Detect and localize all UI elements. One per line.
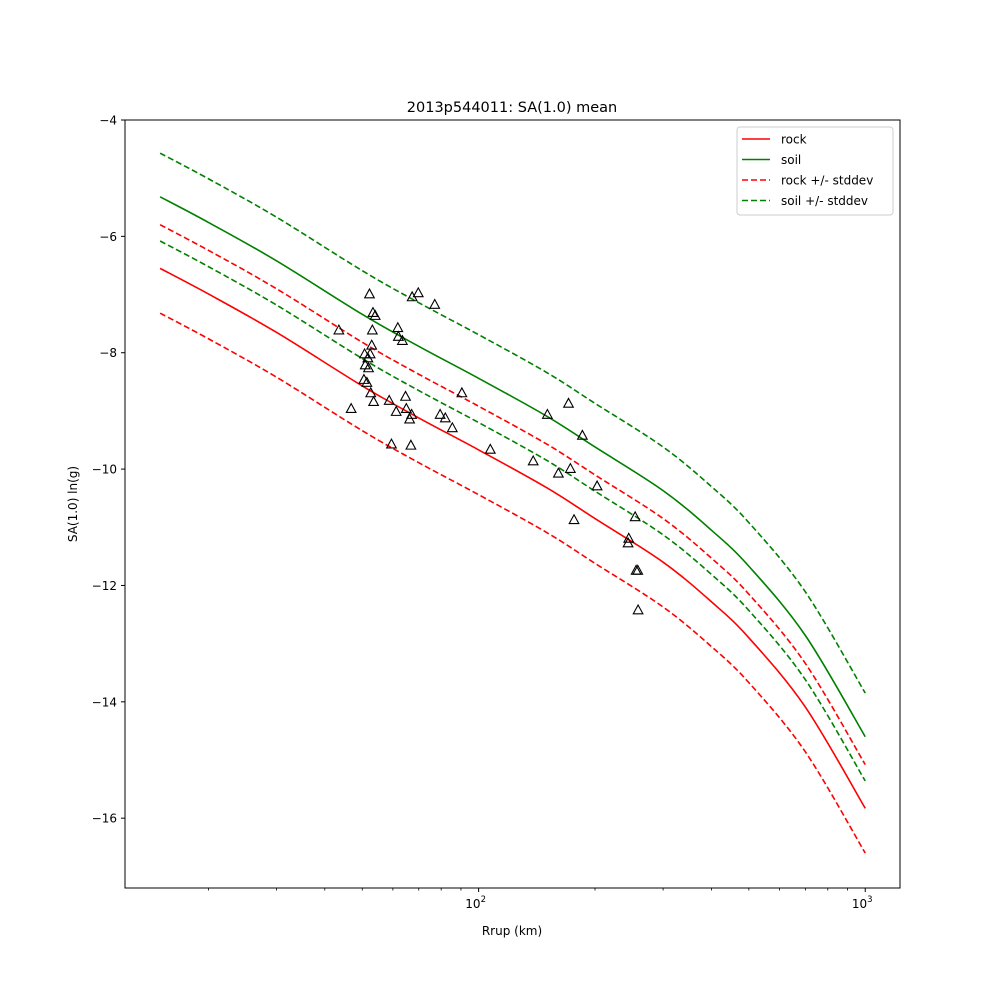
- y-tick-label: −4: [99, 114, 117, 128]
- observation-marker: [541, 408, 554, 419]
- y-tick-label: −12: [92, 579, 117, 593]
- observation-marker: [367, 395, 380, 407]
- observation-marker: [365, 339, 378, 350]
- observation-marker: [363, 287, 376, 299]
- observation-marker: [405, 408, 418, 419]
- y-tick-label: −6: [99, 230, 117, 244]
- observation-marker: [369, 309, 381, 320]
- y-tick-label: −14: [92, 695, 117, 709]
- observation-marker: [333, 323, 345, 335]
- y-axis-label: SA(1.0) ln(g): [66, 466, 80, 542]
- observation-marker: [361, 376, 373, 387]
- observation-marker: [385, 438, 398, 449]
- observation-marker: [434, 408, 446, 419]
- series-line-3: [159, 312, 866, 854]
- legend-label: soil: [781, 153, 801, 167]
- series-line-0: [159, 267, 866, 809]
- observation-marker: [576, 429, 589, 440]
- observation-marker: [568, 513, 580, 525]
- observation-marker: [364, 347, 376, 359]
- observation-marker: [632, 603, 644, 615]
- observation-marker: [527, 454, 539, 466]
- observation-marker: [358, 347, 371, 359]
- observation-marker: [456, 386, 468, 398]
- observation-marker: [629, 510, 641, 522]
- observation-marker: [365, 386, 377, 398]
- observation-marker: [623, 532, 635, 543]
- observation-marker: [390, 405, 402, 416]
- observation-marker: [591, 479, 603, 491]
- legend-label: soil +/- stddev: [781, 194, 868, 208]
- series-line-5: [159, 240, 866, 782]
- observation-marker: [400, 402, 413, 414]
- observation-marker: [412, 286, 424, 298]
- chart-title: 2013p544011: SA(1.0) mean: [407, 100, 617, 116]
- observation-marker: [429, 298, 441, 309]
- series-line-4: [159, 152, 866, 694]
- legend-box: [736, 126, 894, 216]
- observation-marker: [552, 467, 565, 478]
- observation-marker: [383, 394, 395, 405]
- observation-marker: [366, 323, 379, 335]
- legend: rock soil rock +/- stddev soil +/- stddev: [736, 126, 894, 216]
- observation-marker: [564, 462, 577, 473]
- legend-label: rock +/- stddev: [781, 174, 873, 188]
- observation-marker: [632, 564, 644, 575]
- y-tick-label: −10: [92, 463, 117, 477]
- observation-marker: [345, 402, 357, 414]
- observation-marker: [362, 361, 375, 373]
- observation-marker: [562, 397, 575, 408]
- legend-label: rock: [781, 133, 807, 147]
- observation-marker: [439, 411, 452, 423]
- y-tick-label: −16: [92, 812, 117, 826]
- observation-marker: [392, 330, 405, 341]
- observation-marker: [405, 439, 417, 450]
- plot-frame: [124, 119, 901, 889]
- observation-marker: [446, 421, 459, 433]
- y-tick-label: −8: [99, 346, 117, 360]
- x-axis-label: Rrup (km): [482, 924, 542, 938]
- series-line-1: [159, 196, 866, 738]
- observation-marker: [484, 443, 497, 454]
- observation-marker: [396, 334, 409, 345]
- observation-marker: [399, 390, 412, 401]
- series-line-2: [159, 224, 866, 766]
